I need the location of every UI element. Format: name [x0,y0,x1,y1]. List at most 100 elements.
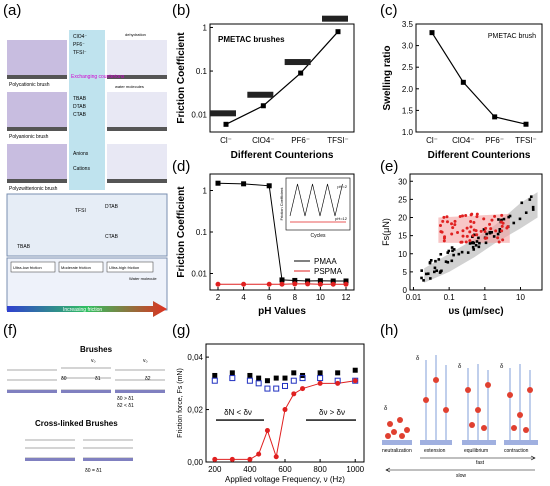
label-b: (b) [172,2,191,19]
data-point [498,228,502,231]
x-tick-label: TFSI⁻ [515,136,537,145]
data-point [505,226,509,230]
data-point [453,223,457,227]
label-c: (c) [380,2,398,19]
data-point [282,407,288,413]
stage-label-equilibrium: equilibrium [464,448,488,454]
data-point [445,220,449,224]
data-point [330,278,336,284]
data-point [434,259,437,263]
data-point [497,218,500,221]
y-tick-label: 2.0 [402,85,414,94]
x-tick-label: 12 [342,293,351,302]
data-point [291,370,297,376]
data-point [475,233,479,237]
data-point [290,377,297,384]
data-point [246,377,253,384]
data-point [282,375,288,381]
y-axis-label: Fs(μN) [381,218,391,246]
inset-ylabel: Friction Coefficient [279,187,284,221]
x-tick-label: 600 [278,465,292,474]
data-point [508,214,512,218]
x-tick-label: ClO4⁻ [252,136,274,145]
data-point [529,195,533,198]
data-point [471,234,475,238]
label-h: (h) [380,322,399,339]
data-point [496,236,500,240]
data-point [241,281,247,287]
data-point [492,114,498,120]
data-point [472,248,476,251]
polycationic-label: Polycationic brush [9,82,50,88]
data-point [456,230,460,234]
data-point [447,249,451,253]
data-point [433,270,436,274]
data-point [443,235,447,239]
chart-c: 1.0 1.5 2.0 2.5 3.0 3.5 Cl⁻ ClO4⁻ PF6⁻ TFSI⁻ PMETA… [382,20,543,161]
data-point [260,103,266,109]
data-point [266,183,272,189]
label-d: (d) [172,158,191,175]
droplet-substrate [284,59,311,66]
data-point [212,456,218,462]
data-point [335,370,341,376]
data-point [531,208,535,211]
label-a: (a) [3,2,22,19]
data-point [472,220,476,224]
plot-frame [415,23,543,133]
data-point [247,372,253,378]
data-point [494,229,498,233]
ctab-structure: CTAB [105,234,119,240]
data-point [485,236,489,240]
data-point [446,251,450,254]
v0-label-2: v₀ [143,358,148,364]
data-point [317,370,323,376]
ion-tbab: TBAB [73,96,87,102]
data-point [453,219,457,223]
stage-equilibrium [462,364,496,445]
moderate-label: Moderate friction [61,265,91,270]
data-point [211,377,218,384]
data-point [485,232,488,236]
data-point [450,259,454,263]
label-f: (f) [3,322,18,339]
water-molecule-label: Water molecule [129,276,157,281]
data-point [475,215,479,219]
data-point [437,258,441,261]
inset-tag-low: pH=12 [335,216,348,221]
crosslinked-title: Cross-linked Brushes [35,419,118,428]
data-point [475,240,479,243]
y-tick-label: 20 [398,214,407,223]
data-point [256,451,262,457]
data-point [441,219,445,223]
annotation-left: δN < δν [224,408,252,417]
data-point [446,260,450,264]
data-point [477,236,480,240]
data-point [433,266,437,270]
data-point [457,252,461,256]
data-point [477,245,481,249]
x-axis-label: υs (μm/sec) [448,306,503,317]
data-point [442,239,446,243]
data-point [531,205,535,209]
data-point [264,385,271,392]
x-axis-label: pH Values [258,306,306,317]
data-point [292,281,298,287]
x-axis-label: Applied voltage Frequency, ν (Hz) [225,475,345,484]
data-point [518,217,522,221]
brush-row-1 [7,40,167,79]
y-axis-label: Friction Coefficient [176,32,187,124]
inset-tag-high: pH=2 [337,184,347,189]
y-tick-label: 30 [398,177,407,186]
data-point [223,121,229,127]
series-line [225,31,339,125]
data-point [489,227,493,231]
y-tick-label: 1.0 [402,128,414,137]
y-axis-label: Friction force, Fs (mN) [177,368,184,438]
y-tick-label: 1 [203,187,208,196]
x-tick-label: 10 [516,293,525,302]
chart-title: PMETAC brush [488,33,536,40]
data-point [279,281,285,287]
data-point [464,240,468,244]
data-point [471,245,475,249]
